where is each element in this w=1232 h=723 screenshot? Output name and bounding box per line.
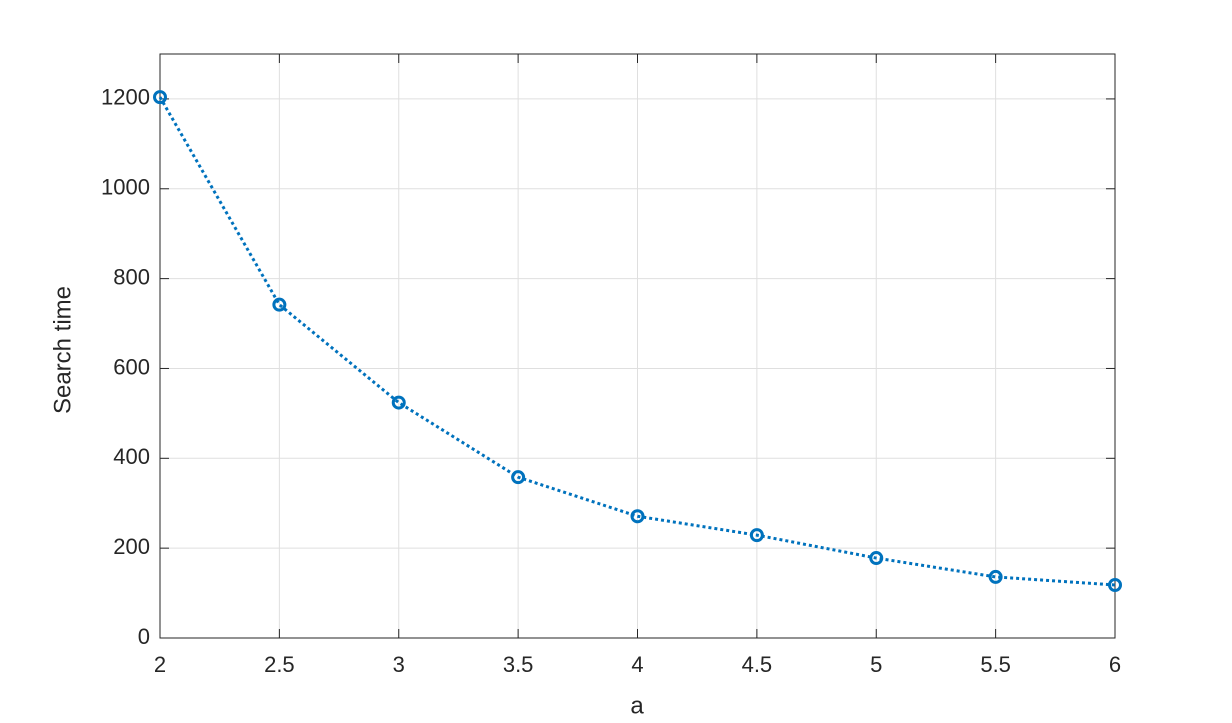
data-line: [158, 96, 1116, 587]
data-point: [869, 551, 884, 566]
x-tick-label: 2.5: [264, 652, 295, 677]
x-tick-label: 5.5: [980, 652, 1011, 677]
x-tick-label: 4: [631, 652, 643, 677]
data-point: [988, 569, 1003, 584]
x-axis-label: a: [630, 692, 644, 719]
y-tick-label: 1200: [101, 85, 150, 110]
x-tick-label: 2: [154, 652, 166, 677]
x-tick-label: 3.5: [503, 652, 534, 677]
y-tick-label: 1000: [101, 175, 150, 200]
data-point: [391, 395, 406, 410]
y-tick-label: 400: [113, 444, 150, 469]
y-tick-label: 800: [113, 264, 150, 289]
data-point: [1108, 577, 1122, 592]
data-point: [749, 528, 764, 543]
data-point: [630, 509, 645, 524]
y-tick-label: 200: [113, 534, 150, 559]
x-tick-label: 6: [1109, 652, 1121, 677]
x-tick-label: 5: [870, 652, 882, 677]
data-point: [511, 470, 526, 485]
data-point: [153, 90, 167, 105]
y-tick-label: 600: [113, 354, 150, 379]
x-tick-label: 4.5: [742, 652, 773, 677]
y-tick-label: 0: [138, 624, 150, 649]
y-axis-label: Search time: [49, 286, 76, 414]
x-tick-label: 3: [393, 652, 405, 677]
data-point: [272, 297, 287, 312]
